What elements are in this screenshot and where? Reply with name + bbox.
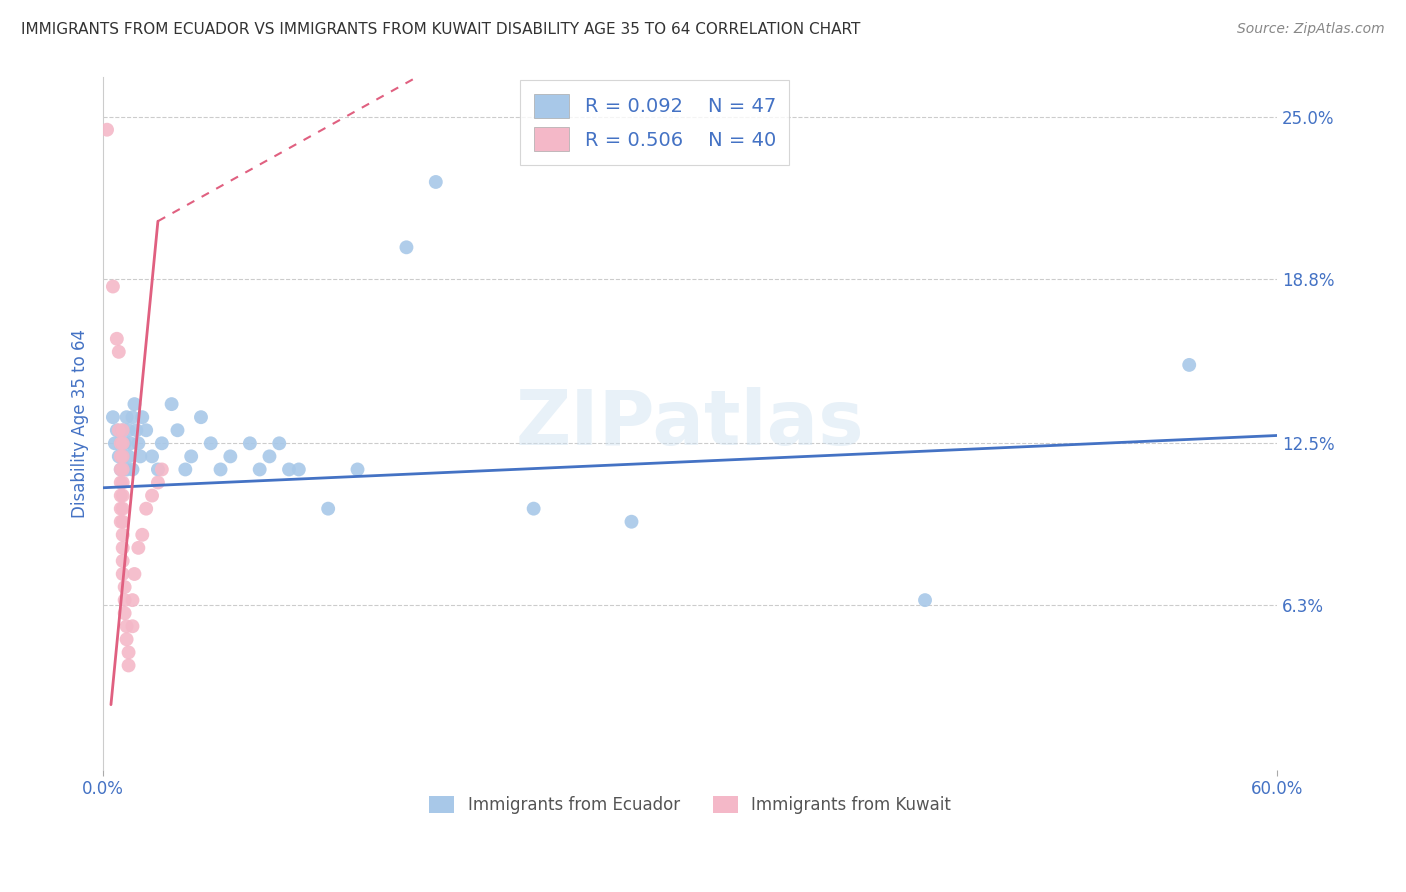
Point: [110, 489, 132, 503]
Point: [107, 344, 129, 359]
Point: [101, 279, 124, 293]
Point: [111, 423, 134, 437]
Point: [110, 450, 132, 464]
Point: [395, 240, 418, 254]
Point: [105, 423, 128, 437]
Point: [288, 462, 311, 476]
Point: [135, 501, 157, 516]
Point: [111, 541, 134, 555]
Point: [107, 423, 129, 437]
Point: [111, 566, 134, 581]
Point: [117, 450, 139, 464]
Point: [111, 475, 134, 490]
Point: [117, 423, 139, 437]
Point: [127, 541, 149, 555]
Legend: Immigrants from Ecuador, Immigrants from Kuwait: Immigrants from Ecuador, Immigrants from…: [419, 786, 962, 824]
Point: [110, 475, 132, 490]
Point: [180, 450, 202, 464]
Point: [219, 450, 242, 464]
Point: [111, 450, 134, 464]
Point: [104, 436, 127, 450]
Point: [124, 566, 146, 581]
Point: [166, 423, 188, 437]
Point: [110, 436, 132, 450]
Point: [111, 554, 134, 568]
Point: [141, 450, 163, 464]
Point: [259, 450, 281, 464]
Point: [135, 423, 157, 437]
Point: [129, 450, 152, 464]
Point: [117, 645, 139, 659]
Point: [111, 423, 134, 437]
Point: [124, 397, 146, 411]
Point: [115, 619, 138, 633]
Point: [105, 332, 128, 346]
Point: [146, 462, 169, 476]
Point: [150, 462, 173, 476]
Point: [121, 462, 143, 476]
Point: [1178, 358, 1201, 372]
Point: [269, 436, 291, 450]
Point: [101, 410, 124, 425]
Point: [121, 410, 143, 425]
Point: [316, 501, 339, 516]
Point: [120, 436, 142, 450]
Y-axis label: Disability Age 35 to 64: Disability Age 35 to 64: [72, 329, 89, 518]
Point: [111, 450, 134, 464]
Point: [115, 410, 138, 425]
Point: [110, 501, 132, 516]
Point: [115, 632, 138, 647]
Point: [131, 528, 153, 542]
Point: [110, 436, 132, 450]
Point: [620, 515, 643, 529]
Point: [239, 436, 262, 450]
Point: [174, 462, 197, 476]
Point: [115, 462, 138, 476]
Text: ZIPatlas: ZIPatlas: [516, 387, 865, 461]
Point: [278, 462, 301, 476]
Point: [200, 436, 222, 450]
Point: [125, 423, 148, 437]
Point: [914, 593, 936, 607]
Point: [117, 658, 139, 673]
Point: [523, 501, 546, 516]
Point: [114, 593, 136, 607]
Text: Source: ZipAtlas.com: Source: ZipAtlas.com: [1237, 22, 1385, 37]
Point: [110, 462, 132, 476]
Point: [150, 436, 173, 450]
Point: [121, 619, 143, 633]
Point: [111, 436, 134, 450]
Point: [111, 462, 134, 476]
Point: [131, 410, 153, 425]
Point: [111, 501, 134, 516]
Point: [160, 397, 183, 411]
Point: [190, 410, 212, 425]
Point: [111, 489, 134, 503]
Point: [111, 528, 134, 542]
Point: [209, 462, 232, 476]
Text: IMMIGRANTS FROM ECUADOR VS IMMIGRANTS FROM KUWAIT DISABILITY AGE 35 TO 64 CORREL: IMMIGRANTS FROM ECUADOR VS IMMIGRANTS FR…: [21, 22, 860, 37]
Point: [346, 462, 368, 476]
Point: [111, 515, 134, 529]
Point: [114, 436, 136, 450]
Point: [141, 489, 163, 503]
Point: [110, 515, 132, 529]
Point: [146, 475, 169, 490]
Point: [121, 593, 143, 607]
Point: [127, 436, 149, 450]
Point: [114, 580, 136, 594]
Point: [110, 462, 132, 476]
Point: [114, 606, 136, 620]
Point: [425, 175, 447, 189]
Point: [96, 122, 118, 136]
Point: [107, 450, 129, 464]
Point: [249, 462, 271, 476]
